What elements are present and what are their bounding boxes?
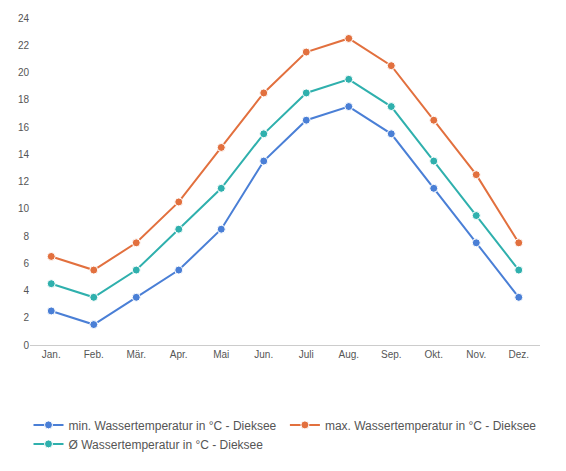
svg-text:2: 2 [23,312,29,323]
svg-text:14: 14 [18,149,30,160]
svg-text:16: 16 [18,122,30,133]
svg-text:Jun.: Jun. [254,349,273,360]
svg-text:Aug.: Aug. [338,349,359,360]
svg-text:10: 10 [18,203,30,214]
svg-text:Dez.: Dez. [508,349,529,360]
svg-text:Mai: Mai [213,349,229,360]
svg-text:12: 12 [18,176,30,187]
svg-text:Mär.: Mär. [127,349,146,360]
svg-text:Sep.: Sep. [381,349,402,360]
svg-text:Feb.: Feb. [84,349,104,360]
svg-text:Ø Wassertemperatur in °C - Die: Ø Wassertemperatur in °C - Dieksee [69,438,264,452]
svg-text:Apr.: Apr. [170,349,188,360]
svg-text:18: 18 [18,94,30,105]
svg-text:min. Wassertemperatur in °C -: min. Wassertemperatur in °C - Dieksee [69,419,277,433]
svg-text:max. Wassertemperatur in °C -: max. Wassertemperatur in °C - Dieksee [325,419,536,433]
svg-text:24: 24 [18,13,30,24]
svg-text:22: 22 [18,40,30,51]
svg-text:Nov.: Nov. [466,349,486,360]
svg-text:20: 20 [18,67,30,78]
svg-text:Jan.: Jan. [42,349,61,360]
svg-text:8: 8 [23,231,29,242]
svg-text:Okt.: Okt. [425,349,443,360]
svg-text:6: 6 [23,258,29,269]
svg-text:0: 0 [23,340,29,351]
svg-text:Juli: Juli [299,349,314,360]
svg-text:4: 4 [23,285,29,296]
